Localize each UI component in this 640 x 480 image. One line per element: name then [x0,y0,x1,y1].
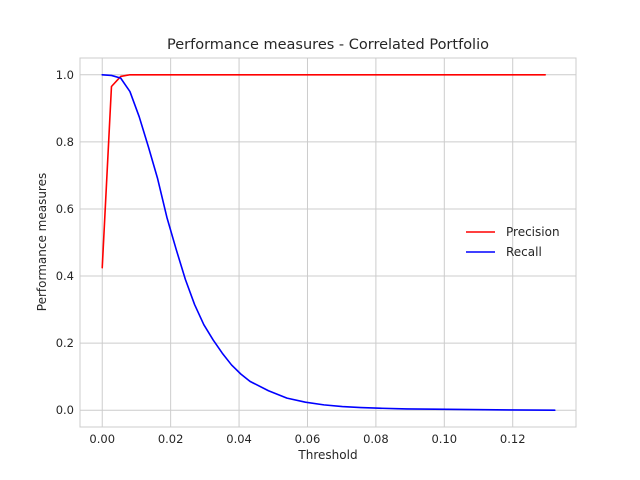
legend: Precision Recall [466,225,560,259]
y-tick-label: 0.4 [56,269,74,283]
series-line-precision [101,73,547,269]
plot-frame [79,57,577,428]
series-lines [101,73,556,412]
series-line-recall [101,73,556,412]
y-tick-label: 0.2 [56,336,74,350]
x-tick-label: 0.10 [431,432,457,446]
y-axis-label: Performance measures [35,173,49,311]
x-tick-label: 0.04 [226,432,252,446]
x-tick-labels: 0.00 0.02 0.04 0.06 0.08 0.10 0.12 [89,432,525,446]
y-tick-label: 1.0 [56,68,74,82]
x-axis-label: Threshold [297,448,357,462]
x-tick-label: 0.06 [295,432,321,446]
grid [80,58,576,427]
y-tick-label: 0.6 [56,202,74,216]
y-tick-label: 0.8 [56,135,74,149]
x-tick-label: 0.12 [500,432,526,446]
legend-label-recall: Recall [506,245,542,259]
x-tick-label: 0.02 [158,432,184,446]
y-tick-label: 0.0 [56,403,74,417]
y-tick-labels: 0.0 0.2 0.4 0.6 0.8 1.0 [56,68,74,417]
chart-title: Performance measures - Correlated Portfo… [167,37,489,53]
x-tick-label: 0.08 [363,432,389,446]
legend-label-precision: Precision [506,225,560,239]
x-tick-label: 0.00 [89,432,115,446]
